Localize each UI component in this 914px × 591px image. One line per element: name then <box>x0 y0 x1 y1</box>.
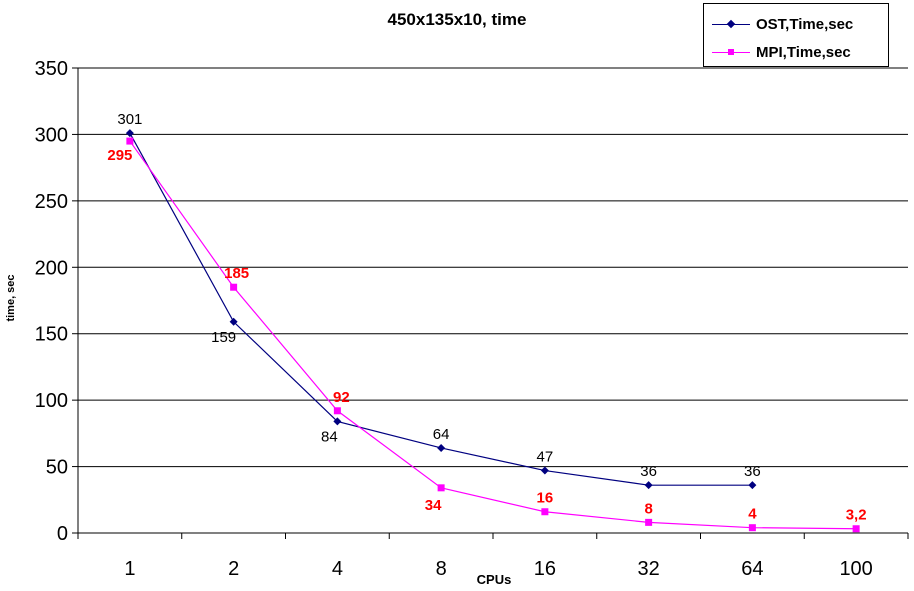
x-tick-labels: 1 2 4 8 16 32 64 100 <box>124 558 873 580</box>
legend-item-mpi: MPI,Time,sec <box>712 41 851 63</box>
y-tick-label: 250 <box>35 191 68 213</box>
legend-label-mpi: MPI,Time,sec <box>756 43 851 61</box>
legend-swatch-mpi <box>712 45 750 59</box>
x-tick-label: 100 <box>839 558 872 580</box>
data-point-mpi <box>541 508 549 516</box>
data-point-ost <box>437 443 446 452</box>
y-tick-label: 50 <box>46 457 68 479</box>
data-point-mpi <box>852 525 860 533</box>
y-tick-label: 200 <box>35 257 68 279</box>
y-tick-label: 350 <box>35 58 68 80</box>
x-tick-label: 1 <box>124 558 135 580</box>
data-point-ost <box>748 481 757 490</box>
data-label-mpi: 185 <box>224 265 249 282</box>
y-axis-label: time, sec <box>5 274 17 322</box>
data-label-ost: 84 <box>321 428 338 445</box>
data-label-mpi: 16 <box>537 490 554 507</box>
data-label-mpi: 3,2 <box>846 507 867 524</box>
y-tick-label: 300 <box>35 124 68 146</box>
chart-title: 450x135x10, time <box>387 10 527 29</box>
legend: OST,Time,sec MPI,Time,sec <box>703 3 889 67</box>
y-tick-labels: 0 50 100 150 200 250 300 350 <box>35 58 68 545</box>
data-label-ost: 64 <box>433 426 450 443</box>
x-axis-label: CPUs <box>476 572 512 587</box>
legend-item-ost: OST,Time,sec <box>712 13 853 35</box>
x-tick-label: 4 <box>332 558 343 580</box>
legend-label-ost: OST,Time,sec <box>756 15 854 33</box>
data-point-ost <box>333 417 342 426</box>
x-tick-label: 16 <box>534 558 556 580</box>
y-tick-label: 150 <box>35 324 68 346</box>
data-label-mpi: 4 <box>748 506 757 523</box>
x-tick-label: 64 <box>741 558 763 580</box>
data-point-ost <box>229 317 238 326</box>
data-point-mpi <box>333 407 341 415</box>
data-label-ost: 36 <box>744 463 761 480</box>
data-label-ost: 47 <box>537 449 554 466</box>
data-label-mpi: 8 <box>644 500 652 517</box>
y-tick-label: 100 <box>35 390 68 412</box>
data-label-ost: 301 <box>117 111 142 128</box>
data-point-ost <box>644 481 653 490</box>
x-tick-label: 8 <box>436 558 447 580</box>
legend-swatch-ost <box>712 17 750 31</box>
x-tick-label: 2 <box>228 558 239 580</box>
data-point-mpi <box>230 283 238 291</box>
data-point-ost <box>540 466 549 475</box>
data-point-ost <box>125 129 134 138</box>
series-markers <box>125 129 860 533</box>
gridlines <box>78 67 908 468</box>
axes <box>72 67 909 539</box>
data-label-mpi: 295 <box>107 147 132 164</box>
data-label-ost: 159 <box>211 329 236 346</box>
data-label-mpi: 92 <box>333 389 350 406</box>
series-line-mpi <box>129 140 857 530</box>
data-point-mpi <box>645 518 653 526</box>
data-point-mpi <box>126 137 134 145</box>
data-label-mpi: 34 <box>425 497 442 514</box>
data-point-mpi <box>748 524 756 532</box>
data-point-mpi <box>437 484 445 492</box>
data-label-ost: 36 <box>640 463 657 480</box>
x-tick-label: 32 <box>638 558 660 580</box>
y-tick-label: 0 <box>57 523 68 545</box>
